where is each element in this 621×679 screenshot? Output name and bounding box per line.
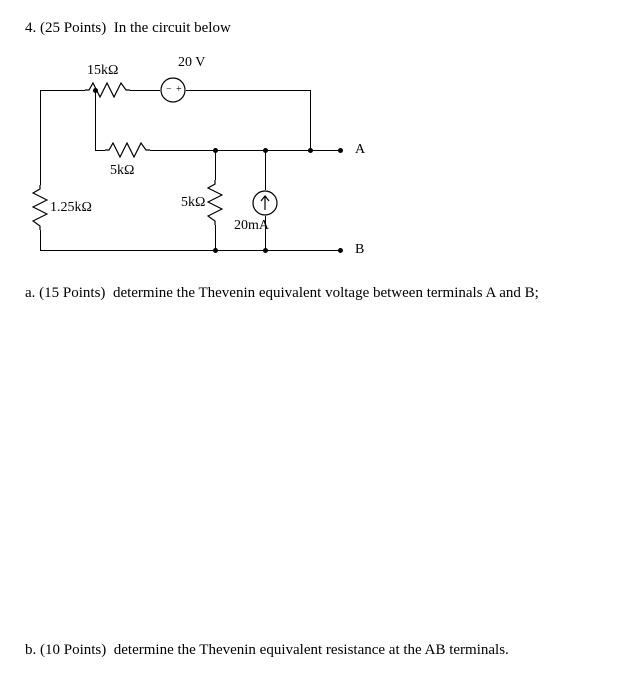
resistor-left <box>32 185 48 230</box>
problem-stem: In the circuit below <box>114 20 231 36</box>
part-b-points: (10 Points) <box>40 642 106 658</box>
voltage-plus: + <box>176 84 182 95</box>
junction <box>213 248 218 253</box>
part-a-label: a. <box>25 285 35 301</box>
problem-number: 4. <box>25 20 36 36</box>
terminal-b-label: B <box>355 242 364 258</box>
circuit-diagram: 15kΩ − + 20 V A 1.25kΩ B 5kΩ 5kΩ <box>20 45 370 265</box>
part-b-text: determine the Thevenin equivalent resist… <box>114 642 509 658</box>
voltage-source-icon <box>160 77 186 103</box>
junction <box>263 148 268 153</box>
r-top-label: 15kΩ <box>87 63 118 79</box>
junction <box>213 148 218 153</box>
voltage-minus: − <box>166 84 172 95</box>
terminal-a-label: A <box>355 142 365 158</box>
part-a: a. (15 Points) determine the Thevenin eq… <box>25 285 596 302</box>
r-left-label: 1.25kΩ <box>50 200 92 216</box>
problem-points: (25 Points) <box>40 20 106 36</box>
problem-header: 4. (25 Points) In the circuit below <box>25 20 596 37</box>
current-source-label: 20mA <box>234 218 269 234</box>
terminal-b-node <box>338 248 343 253</box>
current-source-icon <box>252 190 278 216</box>
r-mid-label: 5kΩ <box>110 163 134 179</box>
junction <box>263 248 268 253</box>
resistor-right <box>207 180 223 225</box>
junction <box>308 148 313 153</box>
r-right-label: 5kΩ <box>181 195 205 211</box>
part-a-text: determine the Thevenin equivalent voltag… <box>113 285 539 301</box>
part-b-label: b. <box>25 642 36 658</box>
part-a-points: (15 Points) <box>39 285 105 301</box>
resistor-top <box>85 82 130 98</box>
terminal-a-node <box>338 148 343 153</box>
part-b: b. (10 Points) determine the Thevenin eq… <box>25 642 596 659</box>
resistor-mid <box>105 142 150 158</box>
junction <box>93 88 98 93</box>
voltage-label: 20 V <box>178 55 205 71</box>
